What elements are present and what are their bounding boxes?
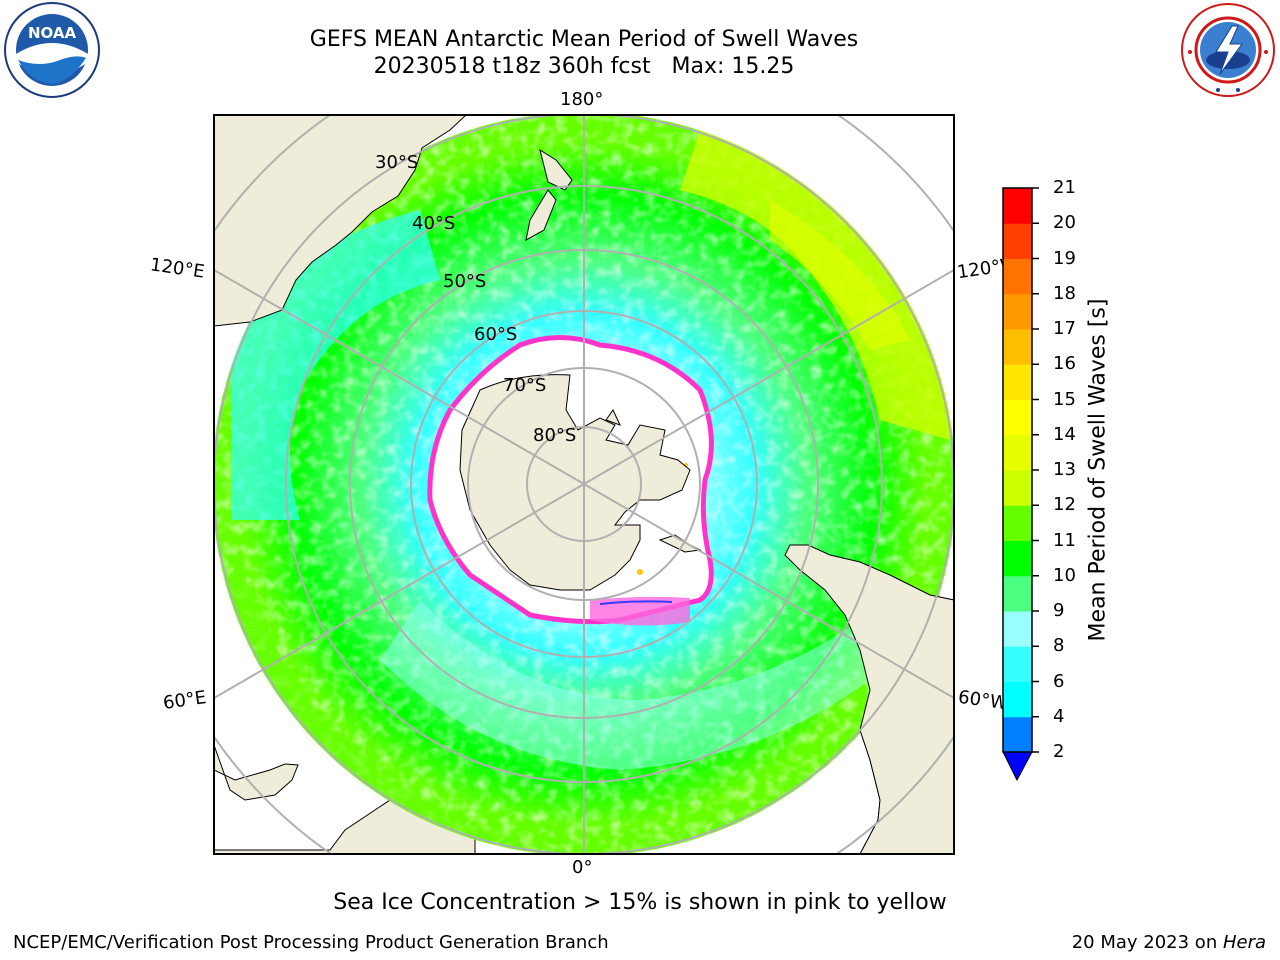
colorbar-segment (1003, 399, 1032, 436)
map-frame (213, 114, 955, 855)
colorbar-tick-label: 2 (1053, 741, 1065, 762)
colorbar-tick-label: 16 (1053, 353, 1076, 375)
continents (214, 115, 954, 854)
colorbar-segment (1003, 364, 1032, 400)
colorbar-segment (1003, 293, 1032, 330)
graticule (214, 115, 954, 854)
colorbar-tick-label: 19 (1053, 247, 1076, 269)
producer-credit: NCEP/EMC/Verification Post Processing Pr… (13, 932, 609, 953)
colorbar-segment (1003, 575, 1032, 612)
colorbar-segment (1003, 611, 1032, 647)
lat-label-80s: 80°S (533, 425, 576, 446)
colorbar-tick-label: 18 (1053, 282, 1076, 304)
generation-date: 20 May 2023 on Hera (1072, 932, 1266, 953)
colorbar-tick-label: 15 (1053, 388, 1076, 410)
colorbar-tick-label: 8 (1053, 635, 1065, 657)
colorbar-segments (1003, 188, 1032, 753)
colorbar-tick-label: 13 (1053, 459, 1076, 480)
colorbar-tick-label: 9 (1053, 600, 1065, 621)
national-weather-service-logo (1178, 2, 1278, 104)
latitude-labels: 30°S 40°S 50°S 60°S 70°S 80°S (375, 152, 576, 446)
colorbar-tick-label: 20 (1053, 212, 1076, 234)
colorbar-segment (1003, 505, 1032, 541)
chart-title: GEFS MEAN Antarctic Mean Period of Swell… (309, 27, 859, 52)
colorbar-tick-label: 21 (1053, 177, 1076, 198)
colorbar-tick-label: 17 (1053, 318, 1076, 339)
lat-label-30s: 30°S (375, 152, 418, 173)
colorbar-tick-label: 6 (1053, 670, 1065, 692)
colorbar-tick-label: 10 (1053, 564, 1076, 586)
colorbar-segment (1003, 188, 1032, 224)
lat-label-40s: 40°S (412, 213, 455, 234)
sea-ice-note: Sea Ice Concentration > 15% is shown in … (333, 890, 947, 915)
colorbar-segment (1003, 540, 1032, 577)
host-name: Hera (1222, 932, 1266, 953)
colorbar-tick-label: 14 (1053, 423, 1076, 445)
svg-text:NOAA: NOAA (28, 24, 77, 42)
lat-label-70s: 70°S (503, 375, 546, 396)
colorbar-segment (1003, 434, 1032, 471)
lat-label-50s: 50°S (443, 271, 486, 292)
generation-date-text: 20 May 2023 on (1071, 932, 1223, 953)
colorbar-tick-label: 12 (1053, 494, 1076, 516)
colorbar-segment (1003, 470, 1032, 506)
noaa-logo: NOAA (0, 2, 104, 104)
colorbar-segment (1003, 681, 1032, 718)
antarctica (459, 374, 702, 591)
chart-subtitle: 20230518 t18z 360h fcst Max: 15.25 (373, 54, 795, 79)
lat-label-60s: 60°S (474, 324, 517, 345)
colorbar-tick-label: 11 (1053, 529, 1076, 551)
colorbar-segment (1003, 716, 1032, 753)
colorbar-segment (1003, 329, 1032, 365)
colorbar-segment (1003, 646, 1032, 682)
colorbar-extend-min (1002, 751, 1033, 782)
colorbar-segment (1003, 223, 1032, 259)
lon-label-0: 0° (572, 857, 593, 878)
colorbar-label: Mean Period of Swell Waves [s] (1085, 298, 1111, 642)
colorbar-ticks (1032, 187, 1039, 753)
colorbar-segment (1003, 258, 1032, 295)
lon-label-180: 180° (560, 89, 604, 110)
colorbar-tick-label: 4 (1053, 705, 1065, 727)
